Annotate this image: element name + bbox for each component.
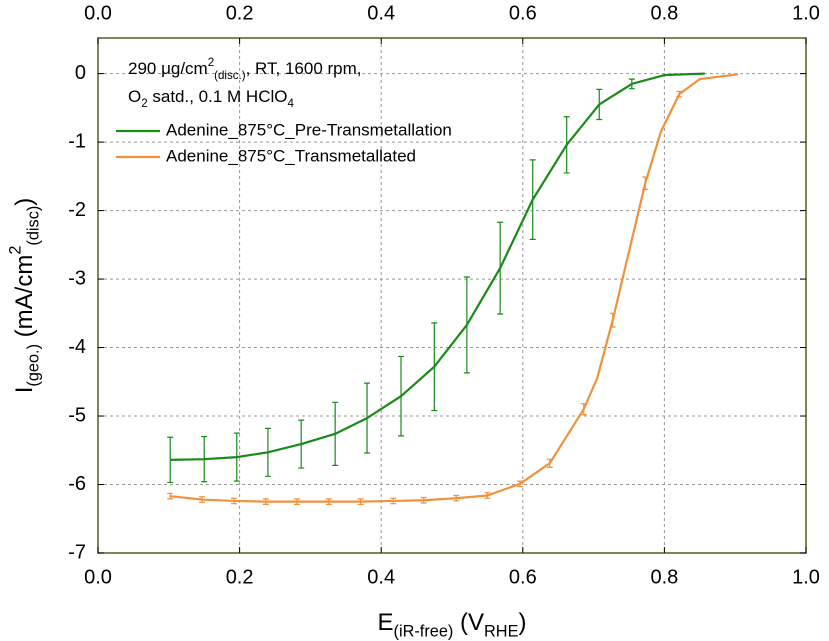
x2-tick-label: 0.4 (367, 2, 395, 24)
y-axis-title: I(geo.) (mA/cm2(disc)) (7, 198, 43, 394)
plot-frame (97, 37, 807, 554)
text-segment: RHE (484, 623, 519, 641)
x-tick-label: 1.0 (792, 566, 820, 588)
y-tick-label: -5 (68, 404, 86, 426)
text-segment: 2 (141, 98, 147, 110)
series-line (170, 72, 705, 461)
text-segment: (geo.) (25, 344, 43, 387)
text-segment: (mA/cm (11, 255, 38, 344)
y-tick-label: -6 (68, 473, 86, 495)
annotation: O2 satd., 0.1 M HClO4 (128, 87, 294, 110)
x2-tick-label: 0.2 (226, 2, 254, 24)
text-segment: I (11, 387, 38, 394)
x-axis-title: E(iR-free) (VRHE) (378, 609, 527, 640)
text-segment: ) (518, 609, 526, 636)
x-tick-label: 0.6 (509, 566, 537, 588)
x2-tick-label: 0.8 (650, 2, 678, 24)
x-tick-label: 0.0 (84, 566, 112, 588)
series (167, 73, 739, 505)
text-segment: 4 (287, 98, 294, 110)
text-segment: E (378, 609, 394, 636)
text-segment: (V (453, 609, 484, 636)
text-segment: 2 (208, 57, 214, 69)
y-tick-label: -2 (68, 199, 86, 221)
legend-label: Adenine_875°C_Transmetallated (166, 146, 416, 165)
text-segment: (disc) (25, 206, 43, 246)
legend-label: Adenine_875°C_Pre-Transmetallation (166, 120, 452, 139)
text-segment: 2 (7, 246, 25, 255)
y-tick-label: -4 (68, 336, 86, 358)
y-tick-label: -1 (68, 130, 86, 152)
y-tick-label: -7 (68, 541, 86, 563)
x-tick-label: 0.8 (650, 566, 678, 588)
x2-tick-label: 0.6 (509, 2, 537, 24)
text-segment: 290 μg/cm (128, 59, 208, 78)
x-tick-label: 0.2 (226, 566, 254, 588)
series (167, 72, 705, 484)
annotation: 290 μg/cm2(disc.), RT, 1600 rpm, (128, 57, 362, 82)
text-segment: (disc.) (214, 70, 246, 82)
text-segment: ) (11, 198, 38, 206)
text-segment: satd., 0.1 M HClO (148, 87, 288, 106)
y-tick-label: 0 (75, 62, 86, 84)
text-segment: , RT, 1600 rpm, (246, 59, 362, 78)
text-segment: O (128, 87, 141, 106)
x-tick-label: 0.4 (367, 566, 395, 588)
x2-tick-label: 0.0 (84, 2, 112, 24)
x2-tick-label: 1.0 (792, 2, 820, 24)
y-tick-label: -3 (68, 267, 86, 289)
text-segment: (iR-free) (394, 623, 454, 641)
series-line (170, 73, 739, 503)
